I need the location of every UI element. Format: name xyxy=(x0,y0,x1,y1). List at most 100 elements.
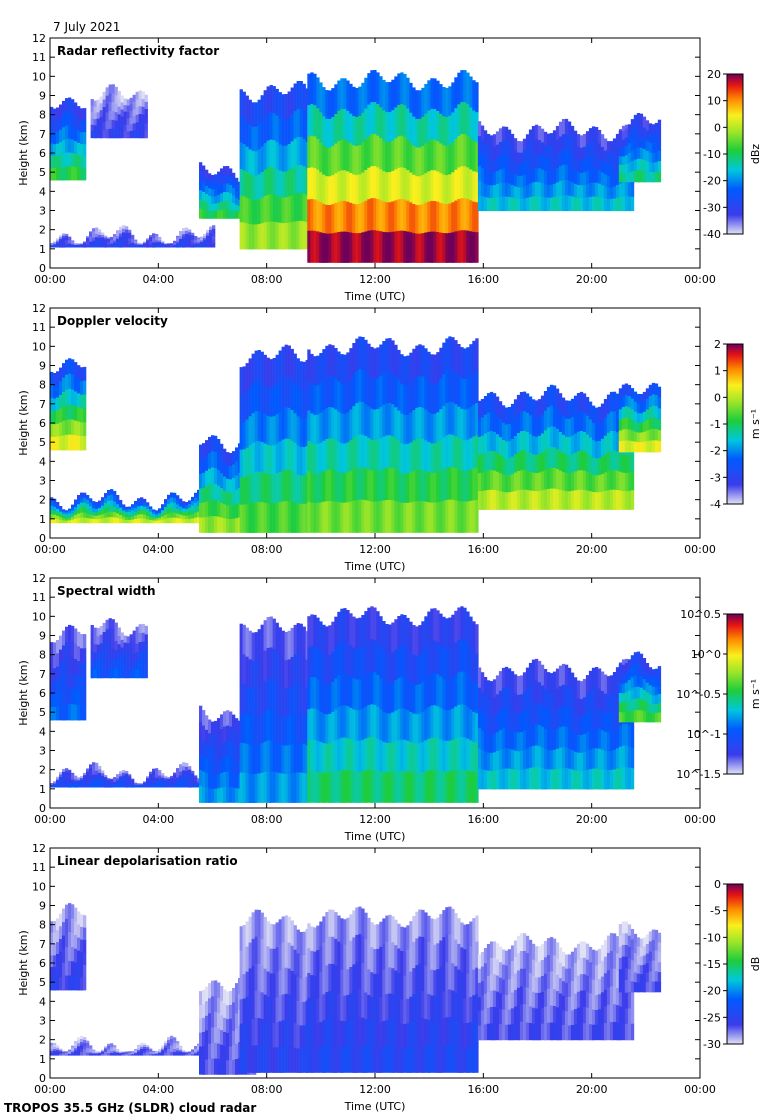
cloud-region xyxy=(618,921,662,993)
cloud-region xyxy=(50,225,216,248)
colorbar-tick-label: -10 xyxy=(703,148,721,161)
x-axis-label: Time (UTC) xyxy=(344,560,406,573)
x-tick-label: 20:00 xyxy=(576,543,608,556)
y-tick-label: 0 xyxy=(39,262,46,275)
y-tick-label: 8 xyxy=(39,919,46,932)
cloud-region xyxy=(50,358,87,451)
x-axis-label: Time (UTC) xyxy=(344,290,406,303)
panel-title: Spectral width xyxy=(57,584,156,598)
y-tick-label: 11 xyxy=(32,861,46,874)
y-tick-label: 7 xyxy=(39,668,46,681)
x-tick-label: 16:00 xyxy=(467,543,499,556)
y-tick-label: 9 xyxy=(39,900,46,913)
colorbar-tick-label: -10 xyxy=(703,931,721,944)
colorbar-tick-label: 1 xyxy=(714,365,721,378)
y-tick-label: 11 xyxy=(32,591,46,604)
cloud-region xyxy=(239,344,309,533)
y-axis-label: Height (km) xyxy=(17,390,30,456)
cloud-region xyxy=(307,336,479,533)
y-tick-label: 9 xyxy=(39,90,46,103)
y-tick-label: 10 xyxy=(32,70,46,83)
y-tick-label: 0 xyxy=(39,532,46,545)
y-tick-label: 11 xyxy=(32,321,46,334)
y-tick-label: 12 xyxy=(32,303,46,315)
x-tick-label: 00:00 xyxy=(684,543,716,556)
y-tick-label: 3 xyxy=(39,745,46,758)
colorbar xyxy=(726,73,744,235)
colorbar-tick-label: 10 xyxy=(707,95,721,108)
cloud-region xyxy=(307,606,479,803)
y-tick-label: 7 xyxy=(39,128,46,141)
x-tick-label: 08:00 xyxy=(251,273,283,286)
cloud-region xyxy=(90,618,148,679)
y-tick-label: 4 xyxy=(39,455,46,468)
x-tick-label: 20:00 xyxy=(576,813,608,826)
y-tick-label: 2 xyxy=(39,1034,46,1047)
colorbar-tick-label: 2 xyxy=(714,338,721,351)
y-tick-label: 11 xyxy=(32,51,46,64)
y-tick-label: 2 xyxy=(39,764,46,777)
x-tick-label: 00:00 xyxy=(34,273,66,286)
y-tick-label: 8 xyxy=(39,649,46,662)
colorbar-tick-label: 10^0 xyxy=(691,648,721,661)
cloud-region xyxy=(50,903,87,991)
panel-title: Doppler velocity xyxy=(57,314,168,328)
y-tick-label: 3 xyxy=(39,205,46,218)
y-tick-label: 0 xyxy=(39,1072,46,1085)
cloud-region xyxy=(307,906,479,1073)
date-label: 7 July 2021 xyxy=(53,20,121,34)
cloud-region xyxy=(50,624,87,721)
colorbar-tick-label: -15 xyxy=(703,958,721,971)
cloud-region xyxy=(239,909,309,1073)
y-tick-label: 6 xyxy=(39,957,46,970)
x-tick-label: 00:00 xyxy=(34,543,66,556)
x-tick-label: 16:00 xyxy=(467,813,499,826)
y-tick-label: 0 xyxy=(39,802,46,815)
x-tick-label: 12:00 xyxy=(359,1083,391,1096)
y-axis-label: Height (km) xyxy=(17,930,30,996)
colorbar-tick-label: 0 xyxy=(714,391,721,404)
y-tick-label: 10 xyxy=(32,610,46,623)
x-tick-label: 00:00 xyxy=(34,813,66,826)
y-tick-label: 10 xyxy=(32,880,46,893)
cloud-region xyxy=(90,84,148,139)
x-tick-label: 00:00 xyxy=(684,273,716,286)
colorbar-tick-label: -20 xyxy=(703,175,721,188)
x-tick-label: 00:00 xyxy=(684,813,716,826)
y-tick-label: 5 xyxy=(39,706,46,719)
y-tick-label: 12 xyxy=(32,843,46,855)
y-tick-label: 6 xyxy=(39,687,46,700)
y-axis-label: Height (km) xyxy=(17,120,30,186)
y-tick-label: 4 xyxy=(39,725,46,738)
x-tick-label: 12:00 xyxy=(359,273,391,286)
colorbar-tick-label: 0 xyxy=(714,878,721,891)
y-axis-label: Height (km) xyxy=(17,660,30,726)
colorbar-tick-label: -3 xyxy=(710,471,721,484)
colorbar-label: dB xyxy=(749,957,762,972)
y-tick-label: 7 xyxy=(39,938,46,951)
cloud-region xyxy=(50,1035,216,1056)
x-tick-label: 04:00 xyxy=(142,543,174,556)
x-tick-label: 08:00 xyxy=(251,543,283,556)
x-tick-label: 04:00 xyxy=(142,273,174,286)
x-axis-label: Time (UTC) xyxy=(344,830,406,843)
y-tick-label: 3 xyxy=(39,475,46,488)
colorbar xyxy=(726,343,744,505)
cloud-region xyxy=(477,384,635,510)
x-tick-label: 16:00 xyxy=(467,273,499,286)
x-tick-label: 12:00 xyxy=(359,813,391,826)
y-tick-label: 1 xyxy=(39,513,46,526)
panel-title: Linear depolarisation ratio xyxy=(57,854,238,868)
y-tick-label: 1 xyxy=(39,783,46,796)
y-tick-label: 8 xyxy=(39,109,46,122)
colorbar-tick-label: 10^0.5 xyxy=(680,608,721,621)
x-tick-label: 04:00 xyxy=(142,813,174,826)
cloud-region xyxy=(477,933,635,1041)
colorbar-tick-label: -20 xyxy=(703,985,721,998)
colorbar-tick-label: 10^-0.5 xyxy=(676,688,721,701)
x-axis-label: Time (UTC) xyxy=(344,1100,406,1113)
colorbar-tick-label: 10^-1 xyxy=(687,728,721,741)
cloud-region xyxy=(239,616,309,803)
